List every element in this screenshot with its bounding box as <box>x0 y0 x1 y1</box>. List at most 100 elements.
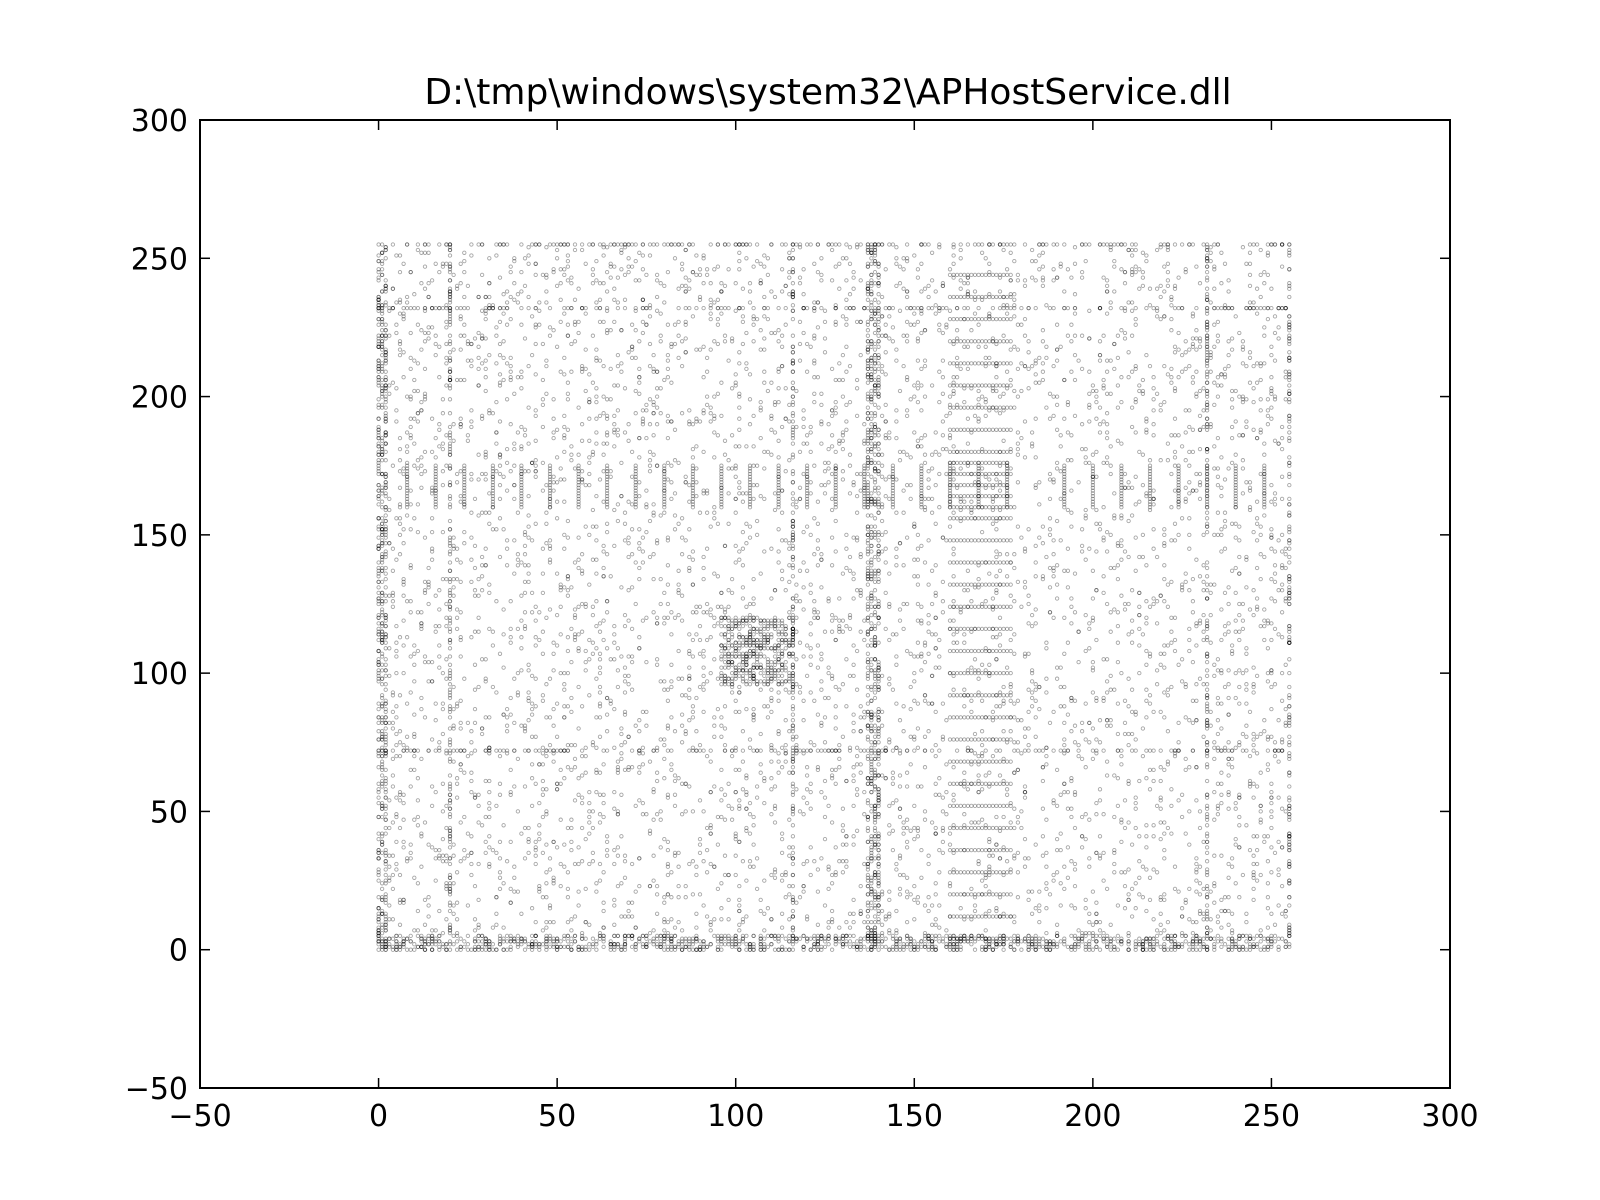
scatter-point <box>883 546 888 551</box>
scatter-point <box>472 687 478 692</box>
scatter-point <box>669 344 674 349</box>
scatter-point <box>504 563 510 568</box>
scatter-point <box>640 618 646 623</box>
scatter-point <box>972 297 978 302</box>
scatter-point <box>594 889 599 894</box>
scatter-point <box>637 765 642 770</box>
scatter-point <box>1283 599 1288 604</box>
scatter-point <box>1262 452 1267 457</box>
scatter-point <box>701 709 706 715</box>
scatter-point <box>808 806 813 811</box>
scatter-point <box>533 322 538 327</box>
scatter-point <box>987 292 992 297</box>
scatter-point <box>701 491 706 496</box>
scatter-point <box>558 582 563 587</box>
scatter-point <box>829 444 835 449</box>
scatter-point <box>676 864 681 869</box>
scatter-point <box>376 612 381 618</box>
scatter-point <box>397 532 403 538</box>
scatter-point <box>669 341 674 347</box>
scatter-point <box>662 756 667 762</box>
scatter-point <box>747 612 753 618</box>
scatter-point <box>997 773 1003 778</box>
scatter-point <box>990 339 996 344</box>
scatter-point <box>808 491 813 496</box>
scatter-point <box>829 247 835 253</box>
scatter-point <box>983 344 988 349</box>
scatter-point <box>1051 709 1056 715</box>
scatter-point <box>1104 723 1110 728</box>
scatter-point <box>994 657 999 662</box>
scatter-point <box>562 670 567 676</box>
scatter-point <box>994 635 999 640</box>
scatter-point <box>1172 350 1178 355</box>
scatter-point <box>1272 496 1278 502</box>
scatter-point <box>851 662 856 667</box>
scatter-point <box>1187 516 1192 521</box>
scatter-point <box>983 911 988 916</box>
scatter-point <box>908 684 913 690</box>
scatter-point <box>722 665 728 670</box>
scatter-point <box>1272 491 1278 496</box>
scatter-point <box>865 347 871 352</box>
scatter-point <box>737 444 742 449</box>
scatter-point <box>1254 604 1260 609</box>
scatter-point <box>994 471 999 477</box>
scatter-point <box>654 369 660 374</box>
scatter-point <box>469 253 474 258</box>
scatter-point <box>840 352 846 358</box>
scatter-point <box>637 751 642 756</box>
scatter-point <box>958 507 963 513</box>
scatter-point <box>629 502 635 507</box>
scatter-point <box>922 286 928 291</box>
scatter-point <box>794 682 799 687</box>
scatter-point <box>1187 242 1192 247</box>
scatter-point <box>979 742 985 748</box>
scatter-point <box>1144 491 1149 496</box>
scatter-point <box>387 917 392 922</box>
scatter-point <box>1154 599 1160 604</box>
scatter-point <box>1254 499 1260 504</box>
scatter-point <box>904 258 910 264</box>
scatter-point <box>604 397 610 402</box>
scatter-point <box>1083 455 1088 460</box>
scatter-point <box>558 861 563 867</box>
scatter-point <box>787 419 792 424</box>
scatter-point <box>1279 264 1285 269</box>
scatter-point <box>972 731 978 737</box>
scatter-point <box>1269 670 1274 676</box>
scatter-point <box>1015 698 1021 703</box>
scatter-point <box>397 521 403 526</box>
scatter-point <box>1022 789 1028 795</box>
scatter-point <box>997 856 1003 861</box>
scatter-point <box>897 458 903 463</box>
scatter-point <box>1254 861 1260 867</box>
scatter-point <box>779 925 785 930</box>
scatter-point <box>433 718 438 723</box>
scatter-point <box>1208 640 1213 645</box>
scatter-point <box>469 579 474 585</box>
scatter-point <box>704 610 710 615</box>
scatter-point <box>622 538 628 543</box>
scatter-point <box>1040 853 1046 858</box>
scatter-point <box>483 563 488 568</box>
scatter-point <box>526 836 531 842</box>
scatter-point <box>1226 289 1231 294</box>
scatter-point <box>919 444 924 449</box>
scatter-point <box>444 751 449 756</box>
scatter-point <box>1051 878 1056 883</box>
scatter-point <box>676 582 681 587</box>
scatter-point <box>497 319 503 325</box>
scatter-point <box>1108 463 1113 468</box>
scatter-point <box>904 784 910 789</box>
scatter-point <box>797 599 803 604</box>
scatter-point <box>976 753 981 759</box>
scatter-point <box>1183 756 1188 762</box>
scatter-point <box>1144 936 1149 941</box>
scatter-point <box>572 615 578 620</box>
scatter-point <box>476 576 481 582</box>
scatter-point <box>1204 621 1210 626</box>
scatter-point <box>1022 654 1028 659</box>
scatter-point <box>537 823 542 828</box>
scatter-point <box>604 430 610 435</box>
